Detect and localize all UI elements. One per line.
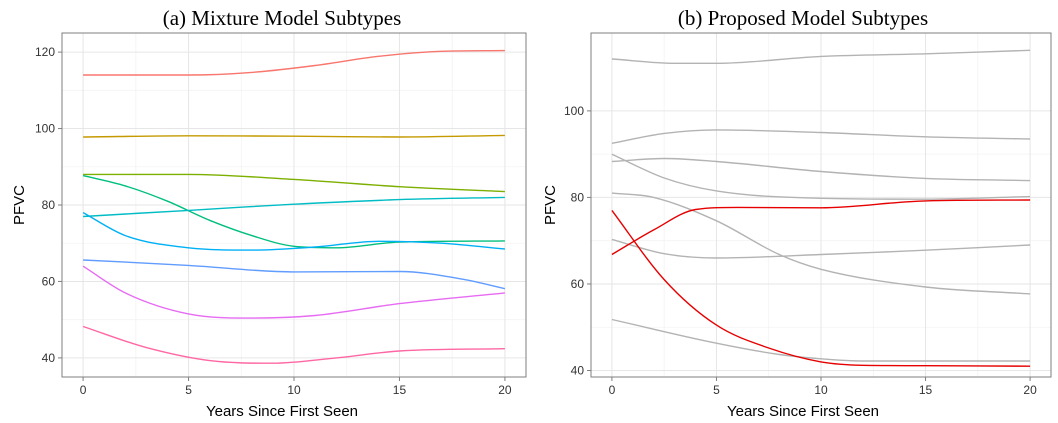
panel-b-series-line-7 xyxy=(611,318,1031,362)
panel-a-y-tick-label: 40 xyxy=(42,351,56,365)
panel-a-series-line-3 xyxy=(83,173,505,193)
panel-a-y-tick-label: 120 xyxy=(35,45,55,59)
panel-a-y-tick-label: 60 xyxy=(42,274,56,288)
panel-a-x-tick-label: 0 xyxy=(80,383,87,397)
panel-b-y-tick-label: 40 xyxy=(571,364,585,378)
panel-a-grid xyxy=(62,33,526,377)
panel-b-x-tick-label: 10 xyxy=(814,383,828,397)
panel-b-axes: 0 5 10 15 20 40 60 80 100 xyxy=(564,104,1037,397)
panel-b-series-line-2 xyxy=(611,129,1031,144)
panel-a-series-line-9 xyxy=(82,325,505,364)
panel-b-series-line-8 xyxy=(611,199,1031,256)
panel-b-series-group xyxy=(611,49,1031,367)
panel-a-x-tick-label: 20 xyxy=(498,383,512,397)
panel-a-y-tick-label: 80 xyxy=(42,198,56,212)
panel-a-title: (a) Mixture Model Subtypes xyxy=(163,6,402,30)
panel-b-x-axis-title: Years Since First Seen xyxy=(727,403,879,420)
panel-a-series-group xyxy=(82,49,506,364)
panel-b-y-tick-label: 100 xyxy=(564,104,584,118)
panel-b-y-tick-label: 80 xyxy=(571,190,585,204)
panel-b-grid xyxy=(591,33,1051,377)
panel-a-x-tick-label: 15 xyxy=(393,383,407,397)
panel-b-series-line-5 xyxy=(611,192,1031,295)
panel-b-y-tick-label: 60 xyxy=(571,277,585,291)
panel-mixture-model: (a) Mixture Model Subtypes Years Since F… xyxy=(11,6,527,420)
panel-a-x-axis-title: Years Since First Seen xyxy=(206,403,358,420)
panel-a-x-tick-label: 10 xyxy=(287,383,301,397)
panel-a-series-line-7 xyxy=(83,259,506,290)
panel-a-x-tick-label: 5 xyxy=(185,383,192,397)
panel-b-y-axis-title: PFVC xyxy=(542,185,559,225)
panel-b-series-line-3 xyxy=(611,157,1031,182)
panel-a-axes: 0 5 10 15 20 40 60 80 100 120 xyxy=(35,45,512,397)
panel-b-x-tick-label: 15 xyxy=(919,383,933,397)
panel-a-series-line-5 xyxy=(83,196,505,218)
panel-b-x-tick-label: 20 xyxy=(1023,383,1037,397)
panel-b-x-tick-label: 0 xyxy=(609,383,616,397)
panel-b-series-line-1 xyxy=(611,49,1031,64)
panel-a-y-tick-label: 100 xyxy=(35,122,55,136)
panel-b-series-line-9 xyxy=(611,209,1031,367)
panel-proposed-model: (b) Proposed Model Subtypes Years Since … xyxy=(542,6,1052,420)
panel-b-x-tick-label: 5 xyxy=(713,383,720,397)
panel-a-series-line-2 xyxy=(83,134,505,138)
panel-a-series-line-1 xyxy=(83,49,505,76)
panel-a-series-line-6 xyxy=(82,211,505,251)
panel-b-series-line-4 xyxy=(611,153,1031,200)
panel-a-y-axis-title: PFVC xyxy=(11,185,28,225)
panel-b-series-line-6 xyxy=(611,238,1031,259)
panel-a-series-line-8 xyxy=(82,265,505,319)
panel-b-title: (b) Proposed Model Subtypes xyxy=(678,6,928,30)
